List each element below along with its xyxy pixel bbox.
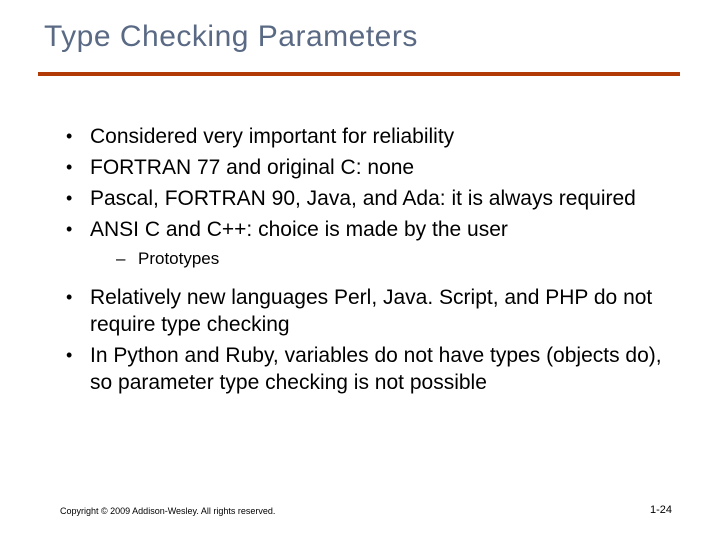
copyright-footer: Copyright © 2009 Addison-Wesley. All rig…: [60, 506, 275, 516]
page-number: 1-24: [650, 504, 672, 516]
slide-body: Considered very important for reliabilit…: [60, 124, 670, 401]
bullet-gap: [60, 275, 670, 285]
bullet-text: Pascal, FORTRAN 90, Java, and Ada: it is…: [90, 187, 636, 210]
bullet-item: Considered very important for reliabilit…: [60, 124, 670, 151]
bullet-text: Considered very important for reliabilit…: [90, 125, 454, 148]
bullet-item: In Python and Ruby, variables do not hav…: [60, 343, 670, 397]
slide-title: Type Checking Parameters: [44, 20, 418, 54]
bullet-text: Relatively new languages Perl, Java. Scr…: [90, 286, 652, 336]
title-rule: [38, 72, 680, 76]
bullet-item: FORTRAN 77 and original C: none: [60, 155, 670, 182]
bullet-item: ANSI C and C++: choice is made by the us…: [60, 217, 670, 270]
bullet-list: Considered very important for reliabilit…: [60, 124, 670, 397]
sub-bullet-item: Prototypes: [90, 248, 670, 270]
bullet-text: In Python and Ruby, variables do not hav…: [90, 344, 662, 394]
bullet-item: Pascal, FORTRAN 90, Java, and Ada: it is…: [60, 186, 670, 213]
bullet-text: FORTRAN 77 and original C: none: [90, 156, 414, 179]
bullet-item: Relatively new languages Perl, Java. Scr…: [60, 285, 670, 339]
slide: Type Checking Parameters Considered very…: [0, 0, 720, 540]
bullet-text: ANSI C and C++: choice is made by the us…: [90, 218, 508, 241]
sub-bullet-list: Prototypes: [90, 248, 670, 270]
